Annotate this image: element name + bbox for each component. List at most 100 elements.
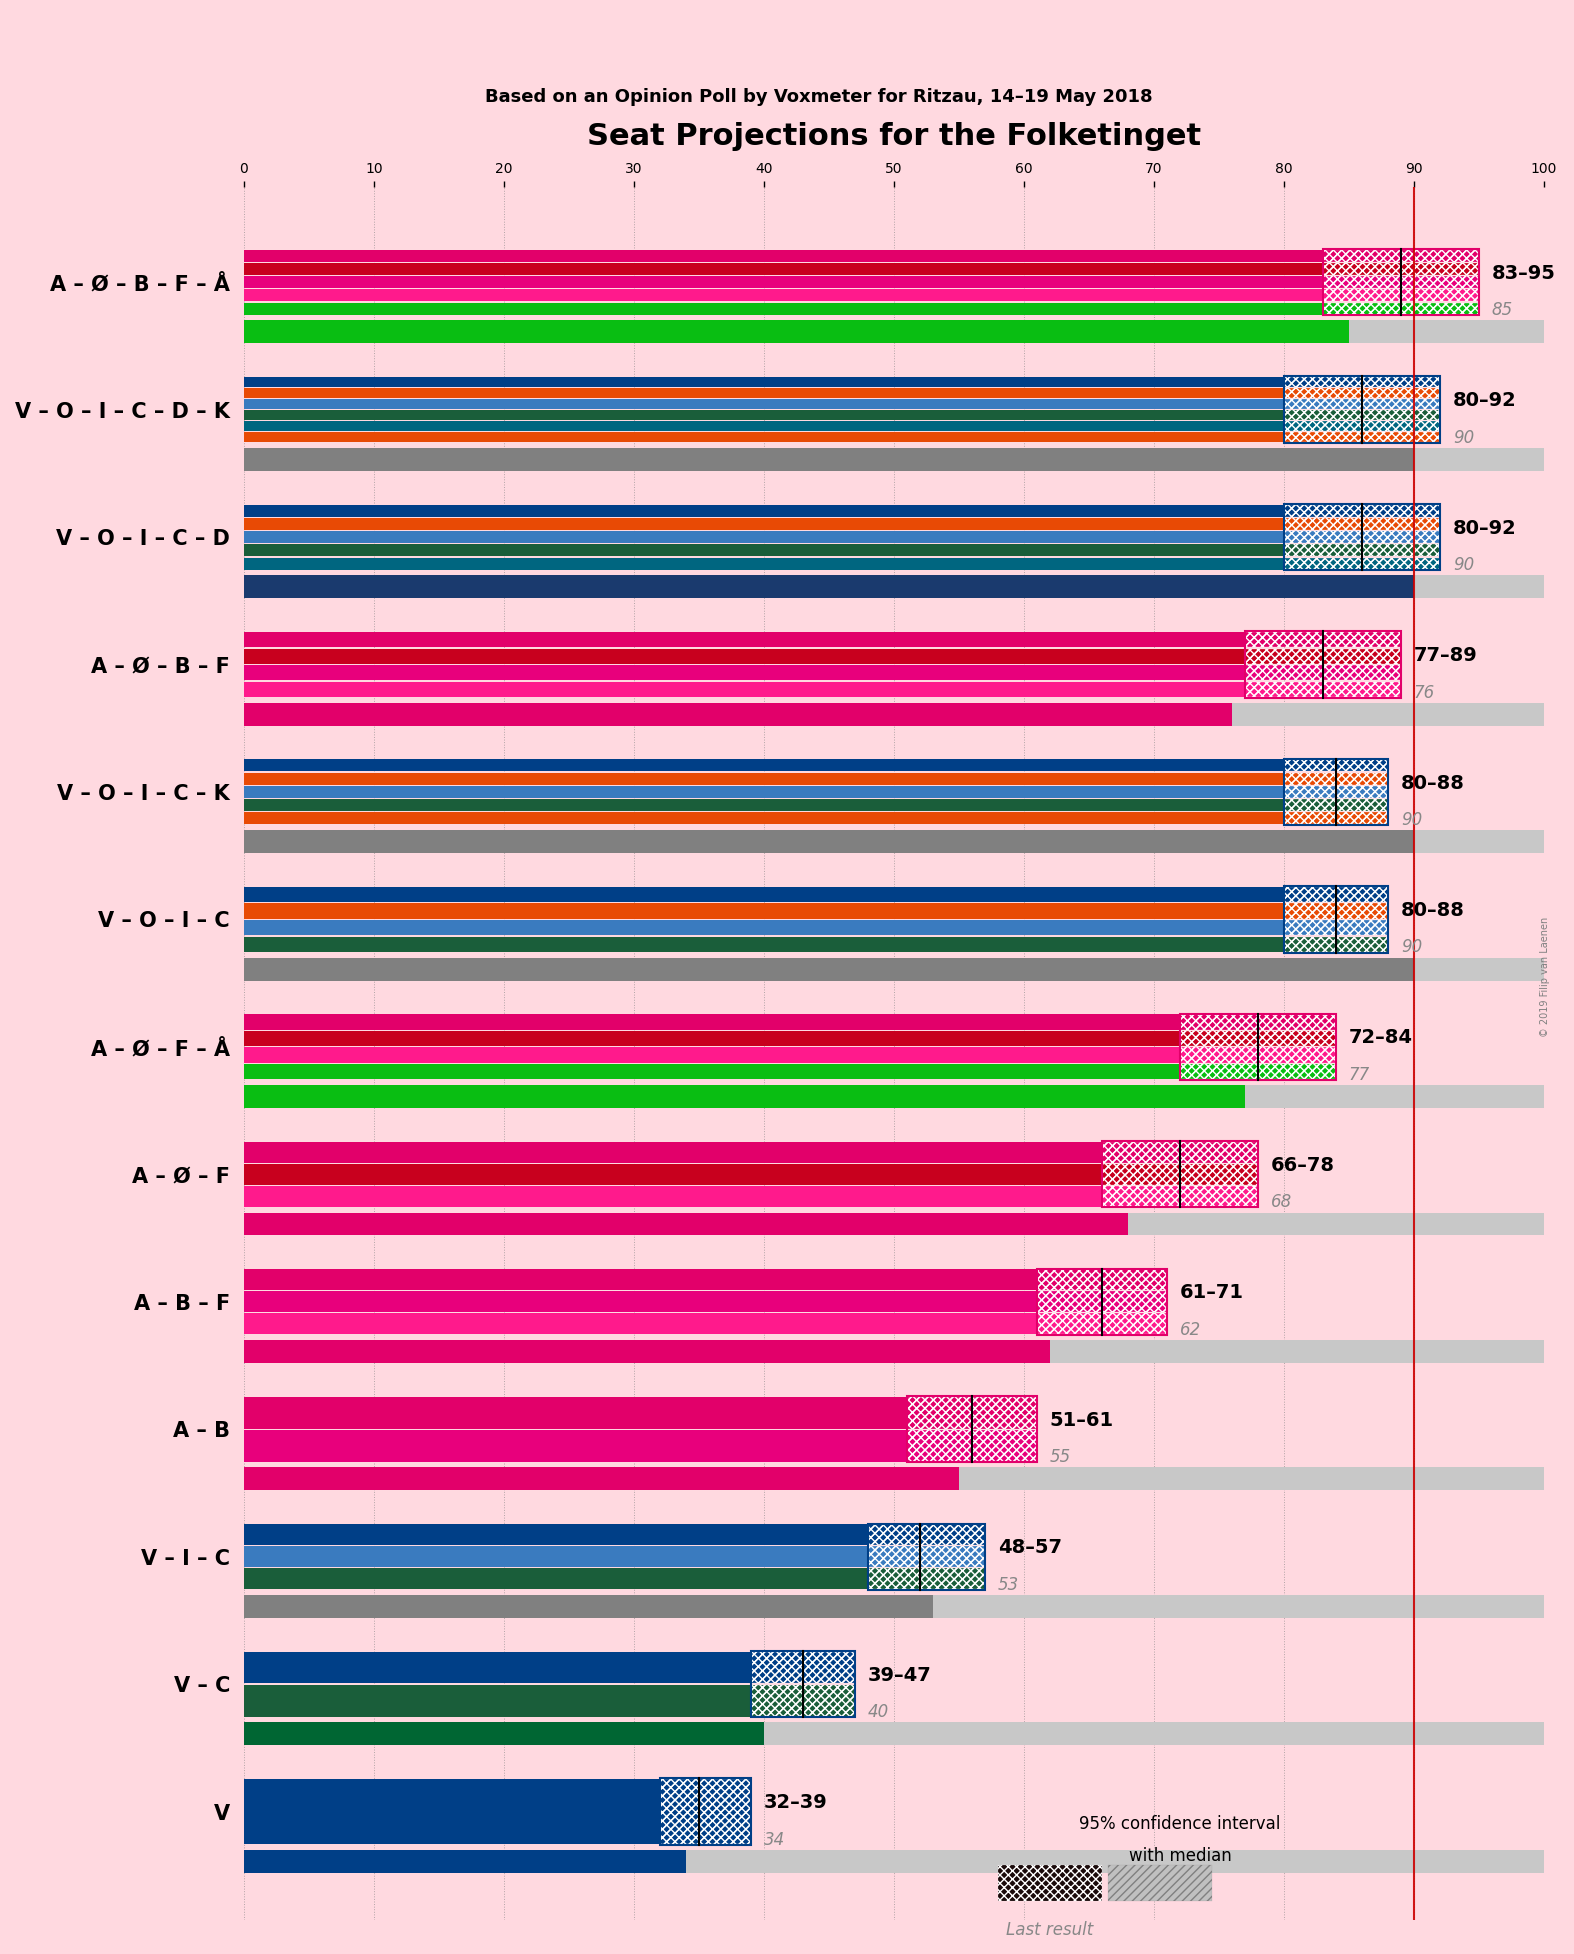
Text: 90: 90	[1453, 557, 1475, 574]
Bar	[244, 1546, 867, 1567]
Bar	[1102, 1186, 1258, 1208]
Bar	[1322, 303, 1480, 315]
Bar	[1322, 303, 1480, 315]
Bar	[907, 1395, 1037, 1462]
Bar	[244, 1778, 660, 1845]
Bar	[244, 447, 1544, 471]
Bar	[244, 320, 1544, 344]
Bar	[998, 1864, 1102, 1901]
Bar	[244, 1313, 1037, 1335]
Bar	[244, 1524, 867, 1546]
Bar	[1284, 799, 1388, 811]
Bar	[1245, 649, 1401, 664]
Bar	[244, 772, 1284, 786]
Bar	[1180, 1014, 1336, 1030]
Bar	[1284, 377, 1440, 387]
Bar	[1037, 1313, 1166, 1335]
Bar	[1284, 772, 1388, 786]
Bar	[1284, 936, 1388, 952]
Bar	[1180, 1065, 1336, 1079]
Bar	[1037, 1292, 1166, 1313]
Bar	[907, 1397, 1037, 1428]
Bar	[1037, 1313, 1166, 1335]
Bar	[1284, 531, 1440, 543]
Bar	[244, 920, 1284, 936]
Bar	[1284, 410, 1440, 420]
Bar	[1245, 649, 1401, 664]
Bar	[1284, 399, 1440, 408]
Bar	[244, 957, 1544, 981]
Bar	[1284, 377, 1440, 444]
Bar	[1284, 422, 1440, 432]
Bar	[1245, 631, 1401, 647]
Bar	[244, 1430, 907, 1462]
Bar	[1322, 276, 1480, 287]
Bar	[1322, 250, 1480, 262]
Bar	[1284, 786, 1388, 797]
Text: 32–39: 32–39	[763, 1794, 828, 1811]
Bar	[244, 422, 1284, 432]
Text: 90: 90	[1401, 811, 1423, 828]
Bar	[1284, 518, 1440, 530]
Text: 51–61: 51–61	[1050, 1411, 1114, 1430]
Bar	[1180, 1032, 1336, 1045]
Bar	[1180, 1065, 1336, 1079]
Bar	[1284, 758, 1388, 825]
Bar	[244, 1270, 1037, 1290]
Bar	[1245, 664, 1401, 680]
Bar	[244, 410, 1284, 420]
Bar	[244, 631, 1245, 647]
Bar	[244, 432, 1284, 442]
Bar	[1284, 936, 1388, 952]
Bar	[867, 1524, 985, 1546]
Bar	[244, 830, 1544, 854]
Bar	[660, 1778, 751, 1845]
Bar	[244, 1721, 763, 1745]
Bar	[1245, 682, 1401, 698]
Bar	[244, 1084, 1544, 1108]
Bar	[1322, 276, 1480, 287]
Bar	[1284, 389, 1440, 399]
Bar	[1284, 936, 1388, 952]
Text: Based on an Opinion Poll by Voxmeter for Ritzau, 14–19 May 2018: Based on an Opinion Poll by Voxmeter for…	[485, 88, 1152, 106]
Bar	[1284, 903, 1388, 918]
Text: 80–92: 80–92	[1453, 518, 1517, 537]
Bar	[1284, 377, 1440, 387]
Bar	[244, 276, 1322, 287]
Bar	[1322, 264, 1480, 276]
Bar	[1322, 303, 1480, 315]
Bar	[1284, 377, 1440, 387]
Bar	[1102, 1141, 1258, 1163]
Bar	[1284, 760, 1388, 772]
Bar	[244, 1850, 1544, 1872]
Bar	[1245, 649, 1401, 664]
Bar	[1284, 432, 1440, 442]
Bar	[751, 1684, 855, 1718]
Text: 62: 62	[1180, 1321, 1201, 1338]
Text: 68: 68	[1270, 1194, 1292, 1211]
Text: 61–71: 61–71	[1180, 1284, 1243, 1301]
Bar	[244, 1721, 1544, 1745]
Bar	[1322, 250, 1480, 262]
Bar	[244, 1467, 1544, 1491]
Bar	[867, 1524, 985, 1546]
Bar	[1322, 264, 1480, 276]
Bar	[1037, 1313, 1166, 1335]
Bar	[1284, 920, 1388, 936]
Bar	[244, 1186, 1102, 1208]
Bar	[244, 664, 1245, 680]
Bar	[244, 574, 1413, 598]
Bar	[1284, 410, 1440, 420]
Bar	[907, 1430, 1037, 1462]
Bar	[244, 447, 1413, 471]
Bar	[1102, 1186, 1258, 1208]
Bar	[244, 399, 1284, 408]
Bar	[1102, 1141, 1258, 1163]
Bar	[1180, 1032, 1336, 1045]
Text: 76: 76	[1413, 684, 1435, 701]
Bar	[244, 303, 1322, 315]
Bar	[1284, 786, 1388, 797]
Bar	[244, 1684, 751, 1718]
Text: 34: 34	[763, 1831, 785, 1848]
Text: 39–47: 39–47	[867, 1665, 932, 1684]
